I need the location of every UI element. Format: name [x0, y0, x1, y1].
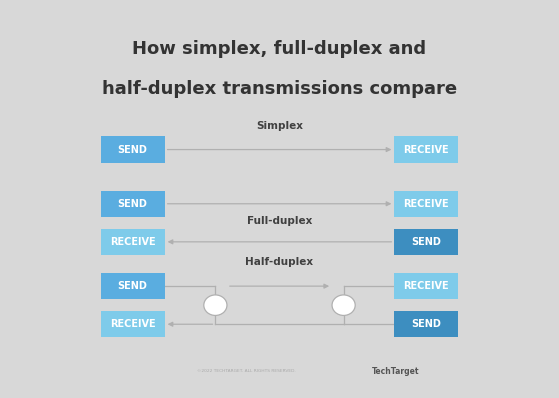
FancyBboxPatch shape	[101, 273, 165, 299]
Text: SEND: SEND	[118, 199, 148, 209]
Text: RECEIVE: RECEIVE	[404, 281, 449, 291]
Text: half-duplex transmissions compare: half-duplex transmissions compare	[102, 80, 457, 98]
Text: ©2022 TECHTARGET. ALL RIGHTS RESERVED.: ©2022 TECHTARGET. ALL RIGHTS RESERVED.	[197, 369, 296, 373]
FancyBboxPatch shape	[394, 229, 458, 255]
FancyBboxPatch shape	[394, 311, 458, 338]
Text: SEND: SEND	[118, 281, 148, 291]
FancyBboxPatch shape	[101, 311, 165, 338]
Text: SEND: SEND	[411, 237, 441, 247]
Text: TechTarget: TechTarget	[372, 367, 419, 376]
Text: How simplex, full-duplex and: How simplex, full-duplex and	[132, 40, 427, 58]
Text: Full-duplex: Full-duplex	[247, 216, 312, 226]
Text: Half-duplex: Half-duplex	[245, 258, 314, 267]
FancyBboxPatch shape	[394, 191, 458, 217]
Circle shape	[204, 295, 227, 316]
Text: SEND: SEND	[118, 144, 148, 154]
FancyBboxPatch shape	[101, 136, 165, 163]
Text: RECEIVE: RECEIVE	[110, 319, 155, 329]
FancyBboxPatch shape	[394, 273, 458, 299]
FancyBboxPatch shape	[101, 191, 165, 217]
Text: RECEIVE: RECEIVE	[404, 144, 449, 154]
FancyBboxPatch shape	[394, 136, 458, 163]
Text: SEND: SEND	[411, 319, 441, 329]
Text: Simplex: Simplex	[256, 121, 303, 131]
FancyBboxPatch shape	[101, 229, 165, 255]
Text: RECEIVE: RECEIVE	[110, 237, 155, 247]
Text: RECEIVE: RECEIVE	[404, 199, 449, 209]
Circle shape	[332, 295, 355, 316]
